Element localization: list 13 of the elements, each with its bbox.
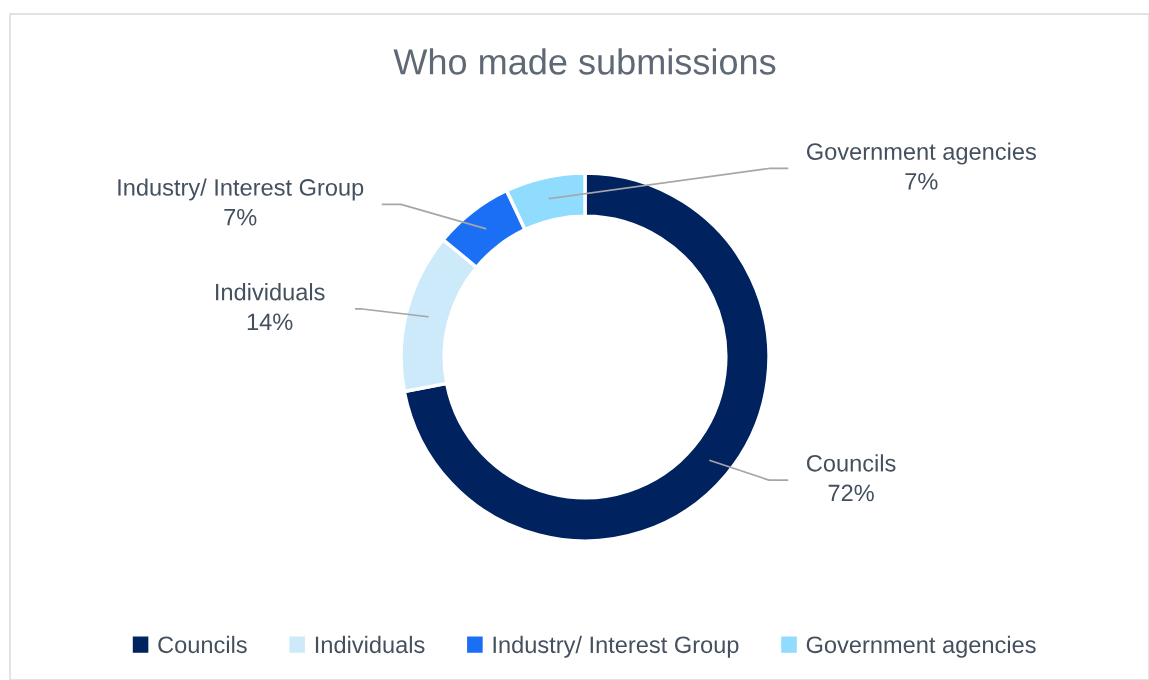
data-label: 7% <box>224 208 257 226</box>
chart-title: Who made submissions <box>393 48 776 75</box>
data-label: 7% <box>905 173 938 190</box>
legend-label: Industry/ Interest Group <box>493 635 739 658</box>
data-label: 14% <box>247 313 293 331</box>
legend-label: Individuals <box>315 635 425 654</box>
slice-label: Councils <box>807 454 896 472</box>
legend-label: Government agencies <box>806 635 1036 658</box>
data-label: 72% <box>828 484 874 502</box>
slice-label: Government agencies <box>806 142 1036 165</box>
slice-label: Individuals <box>216 283 325 301</box>
slice-label: Industry/ Interest Group <box>118 178 364 201</box>
legend-label: Councils <box>158 635 247 654</box>
